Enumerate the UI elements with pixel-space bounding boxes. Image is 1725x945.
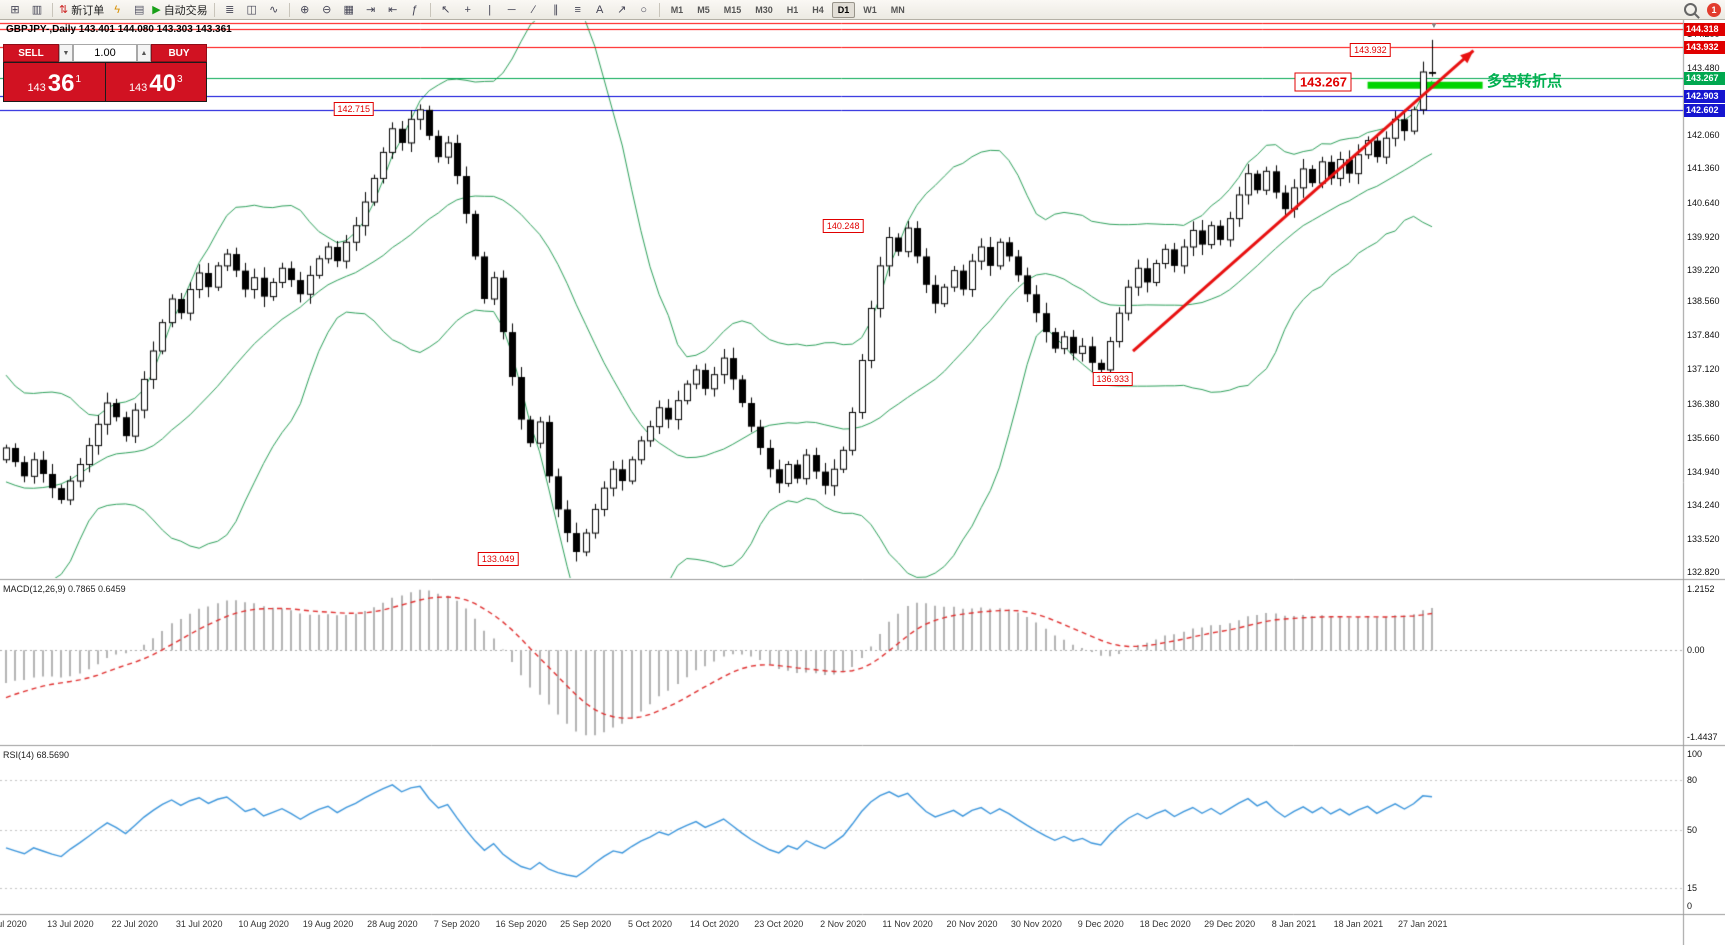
new-order-button-label: 新订单 (71, 4, 105, 17)
trendline-icon[interactable]: ∕ (523, 2, 545, 18)
profiles-icon: ▥ (31, 3, 43, 16)
cursor-icon[interactable]: ↖ (435, 2, 457, 18)
scripts-icon[interactable]: ϟ (106, 2, 128, 18)
crosshair-icon[interactable]: + (457, 2, 479, 18)
indicators-icon: ƒ (411, 3, 418, 16)
vertical-line-icon: | (488, 3, 492, 16)
one-click-trading-widget: SELL ▼ 1.00 ▲ BUY 143 36 1 143 40 3 (3, 44, 207, 102)
timeframe-buttons: M1 M5 M15 M30 H1 H4 D1 W1 MN (655, 1, 912, 18)
toolbar-separator (52, 2, 53, 17)
zoom-out-icon: ⊖ (322, 3, 332, 16)
buy-button[interactable]: BUY (151, 44, 207, 62)
tile-windows-icon: ▦ (343, 3, 354, 16)
arrows-icon[interactable]: ↗ (611, 2, 633, 18)
cursor-icon: ↖ (441, 3, 451, 16)
macd-indicator-label: MACD(12,26,9) 0.7865 0.6459 (3, 584, 126, 594)
line-chart-icon[interactable]: ∿ (263, 2, 285, 18)
trade-widget-price-row: 143 36 1 143 40 3 (3, 62, 207, 102)
new-chart-icon[interactable]: ⊞ (4, 2, 26, 18)
new-chart-icon: ⊞ (10, 3, 20, 16)
tile-windows-icon[interactable]: ▦ (338, 2, 360, 18)
channel-icon[interactable]: ∥ (545, 2, 567, 18)
text-icon[interactable]: A (589, 2, 611, 18)
toolbar-separator (213, 2, 215, 17)
timeframe-w1[interactable]: W1 (863, 4, 877, 15)
crosshair-icon: + (464, 3, 471, 16)
turning-point-annotation: 多空转折点 (1487, 73, 1563, 90)
bar-chart-icon: ≣ (225, 3, 235, 16)
toolbar-separator (658, 2, 660, 17)
rsi-indicator-label: RSI(14) 68.5690 (3, 750, 70, 760)
candlestick-chart-icon[interactable]: ◫ (241, 2, 263, 18)
timeframe-mn[interactable]: MN (890, 4, 905, 15)
auto-scroll-icon[interactable]: ⇥ (360, 2, 382, 18)
notification-badge[interactable]: 1 (1707, 2, 1721, 17)
autotrading-button-label: 自动交易 (163, 4, 208, 17)
new-order-button: ⇅ (59, 3, 69, 16)
sell-price-panel[interactable]: 143 36 1 (4, 63, 105, 101)
mailbox-icon: ▤ (134, 3, 145, 16)
chart-shift-marker[interactable]: ▼ (1430, 21, 1438, 30)
zoom-out-icon[interactable]: ⊖ (316, 2, 338, 18)
timeframe-d1[interactable]: D1 (831, 1, 856, 18)
trade-widget-top-row: SELL ▼ 1.00 ▲ BUY (3, 44, 207, 62)
toolbar-separator (429, 2, 431, 17)
chart-shift-icon: ⇤ (388, 3, 398, 16)
candlestick-chart-icon: ◫ (246, 3, 257, 16)
arrows-icon: ↗ (617, 3, 627, 16)
sell-price-pip: 1 (75, 74, 82, 85)
toolbar-icon-groups: ⊞ ▥ ⇅ 新订单 ϟ ▤ ▶ 自动交易 ≣ ◫ ∿ ⊕ ⊖ ▦ ⇥ ⇤ ƒ ↖ + | ─ ∕ ∥ ≡ A ↗ ○ (4, 2, 655, 18)
indicators-icon[interactable]: ƒ (404, 2, 426, 18)
timeframe-m5[interactable]: M5 (697, 4, 710, 15)
search-icon[interactable] (1684, 3, 1697, 16)
timeframe-h1[interactable]: H1 (786, 4, 799, 15)
buy-price-big: 40 (149, 70, 176, 97)
sell-price-big: 36 (47, 70, 75, 97)
scripts-icon: ϟ (114, 3, 121, 16)
zoom-in-icon[interactable]: ⊕ (294, 2, 316, 18)
channel-icon: ∥ (552, 3, 559, 16)
timeframe-m1[interactable]: M1 (670, 4, 684, 15)
auto-scroll-icon: ⇥ (366, 3, 376, 16)
buy-price-panel[interactable]: 143 40 3 (105, 63, 206, 101)
buy-price-pip: 3 (177, 74, 183, 85)
shapes-icon: ○ (640, 3, 648, 16)
volume-input[interactable]: 1.00 (73, 44, 137, 62)
text-icon: A (596, 3, 604, 16)
mailbox-icon[interactable]: ▤ (128, 2, 150, 18)
toolbar-right-group: 1 (1680, 2, 1721, 17)
bar-chart-icon[interactable]: ≣ (219, 2, 241, 18)
fibonacci-icon[interactable]: ≡ (567, 2, 589, 18)
horizontal-line-icon: ─ (507, 3, 516, 16)
buy-price-whole: 143 (128, 82, 148, 94)
autotrading-button[interactable]: ▶ 自动交易 (150, 2, 209, 18)
line-chart-icon: ∿ (269, 3, 279, 16)
sell-button[interactable]: SELL (3, 44, 59, 62)
horizontal-line-icon[interactable]: ─ (501, 2, 523, 18)
chart-shift-icon[interactable]: ⇤ (382, 2, 404, 18)
chart-ohlc-title: GBPJPY-,Daily 143.401 144.080 143.303 14… (6, 24, 232, 35)
volume-increase-button[interactable]: ▲ (137, 44, 151, 62)
timeframe-m15[interactable]: M15 (723, 4, 742, 15)
volume-decrease-button[interactable]: ▼ (59, 44, 73, 62)
vertical-line-icon[interactable]: | (479, 2, 501, 18)
autotrading-button: ▶ (152, 3, 161, 16)
trendline-icon: ∕ (532, 3, 535, 16)
toolbar-separator (288, 2, 290, 17)
fibonacci-icon: ≡ (574, 3, 581, 16)
toolbar: ⊞ ▥ ⇅ 新订单 ϟ ▤ ▶ 自动交易 ≣ ◫ ∿ ⊕ ⊖ ▦ ⇥ ⇤ ƒ ↖ + | ─ ∕ ∥ ≡ A ↗ ○ M1 M5 M15… (0, 0, 1725, 20)
sell-price-whole: 143 (27, 82, 46, 94)
shapes-icon[interactable]: ○ (633, 2, 655, 18)
profiles-icon[interactable]: ▥ (26, 2, 48, 18)
timeframe-m30[interactable]: M30 (755, 4, 773, 15)
new-order-button[interactable]: ⇅ 新订单 (57, 2, 106, 18)
timeframe-h4[interactable]: H4 (812, 4, 824, 15)
zoom-in-icon: ⊕ (300, 3, 310, 16)
